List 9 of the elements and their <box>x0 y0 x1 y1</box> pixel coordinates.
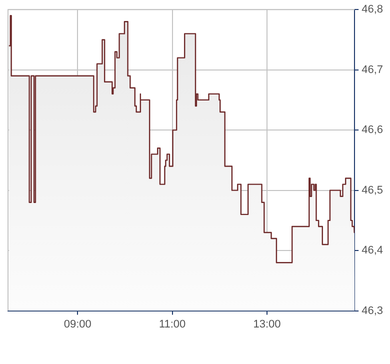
x-tick-label: 11:00 <box>158 318 186 330</box>
y-tick-label: 46,3 <box>362 304 384 317</box>
y-tick-label: 46,7 <box>362 64 384 76</box>
x-tick-label: 09:00 <box>64 318 92 330</box>
y-tick-label: 46,6 <box>362 124 384 136</box>
y-tick-label: 46,8 <box>362 4 384 16</box>
x-tick-label: 13:00 <box>253 318 281 330</box>
y-tick-label: 46,5 <box>362 184 384 196</box>
y-tick-label: 46,4 <box>362 244 384 257</box>
